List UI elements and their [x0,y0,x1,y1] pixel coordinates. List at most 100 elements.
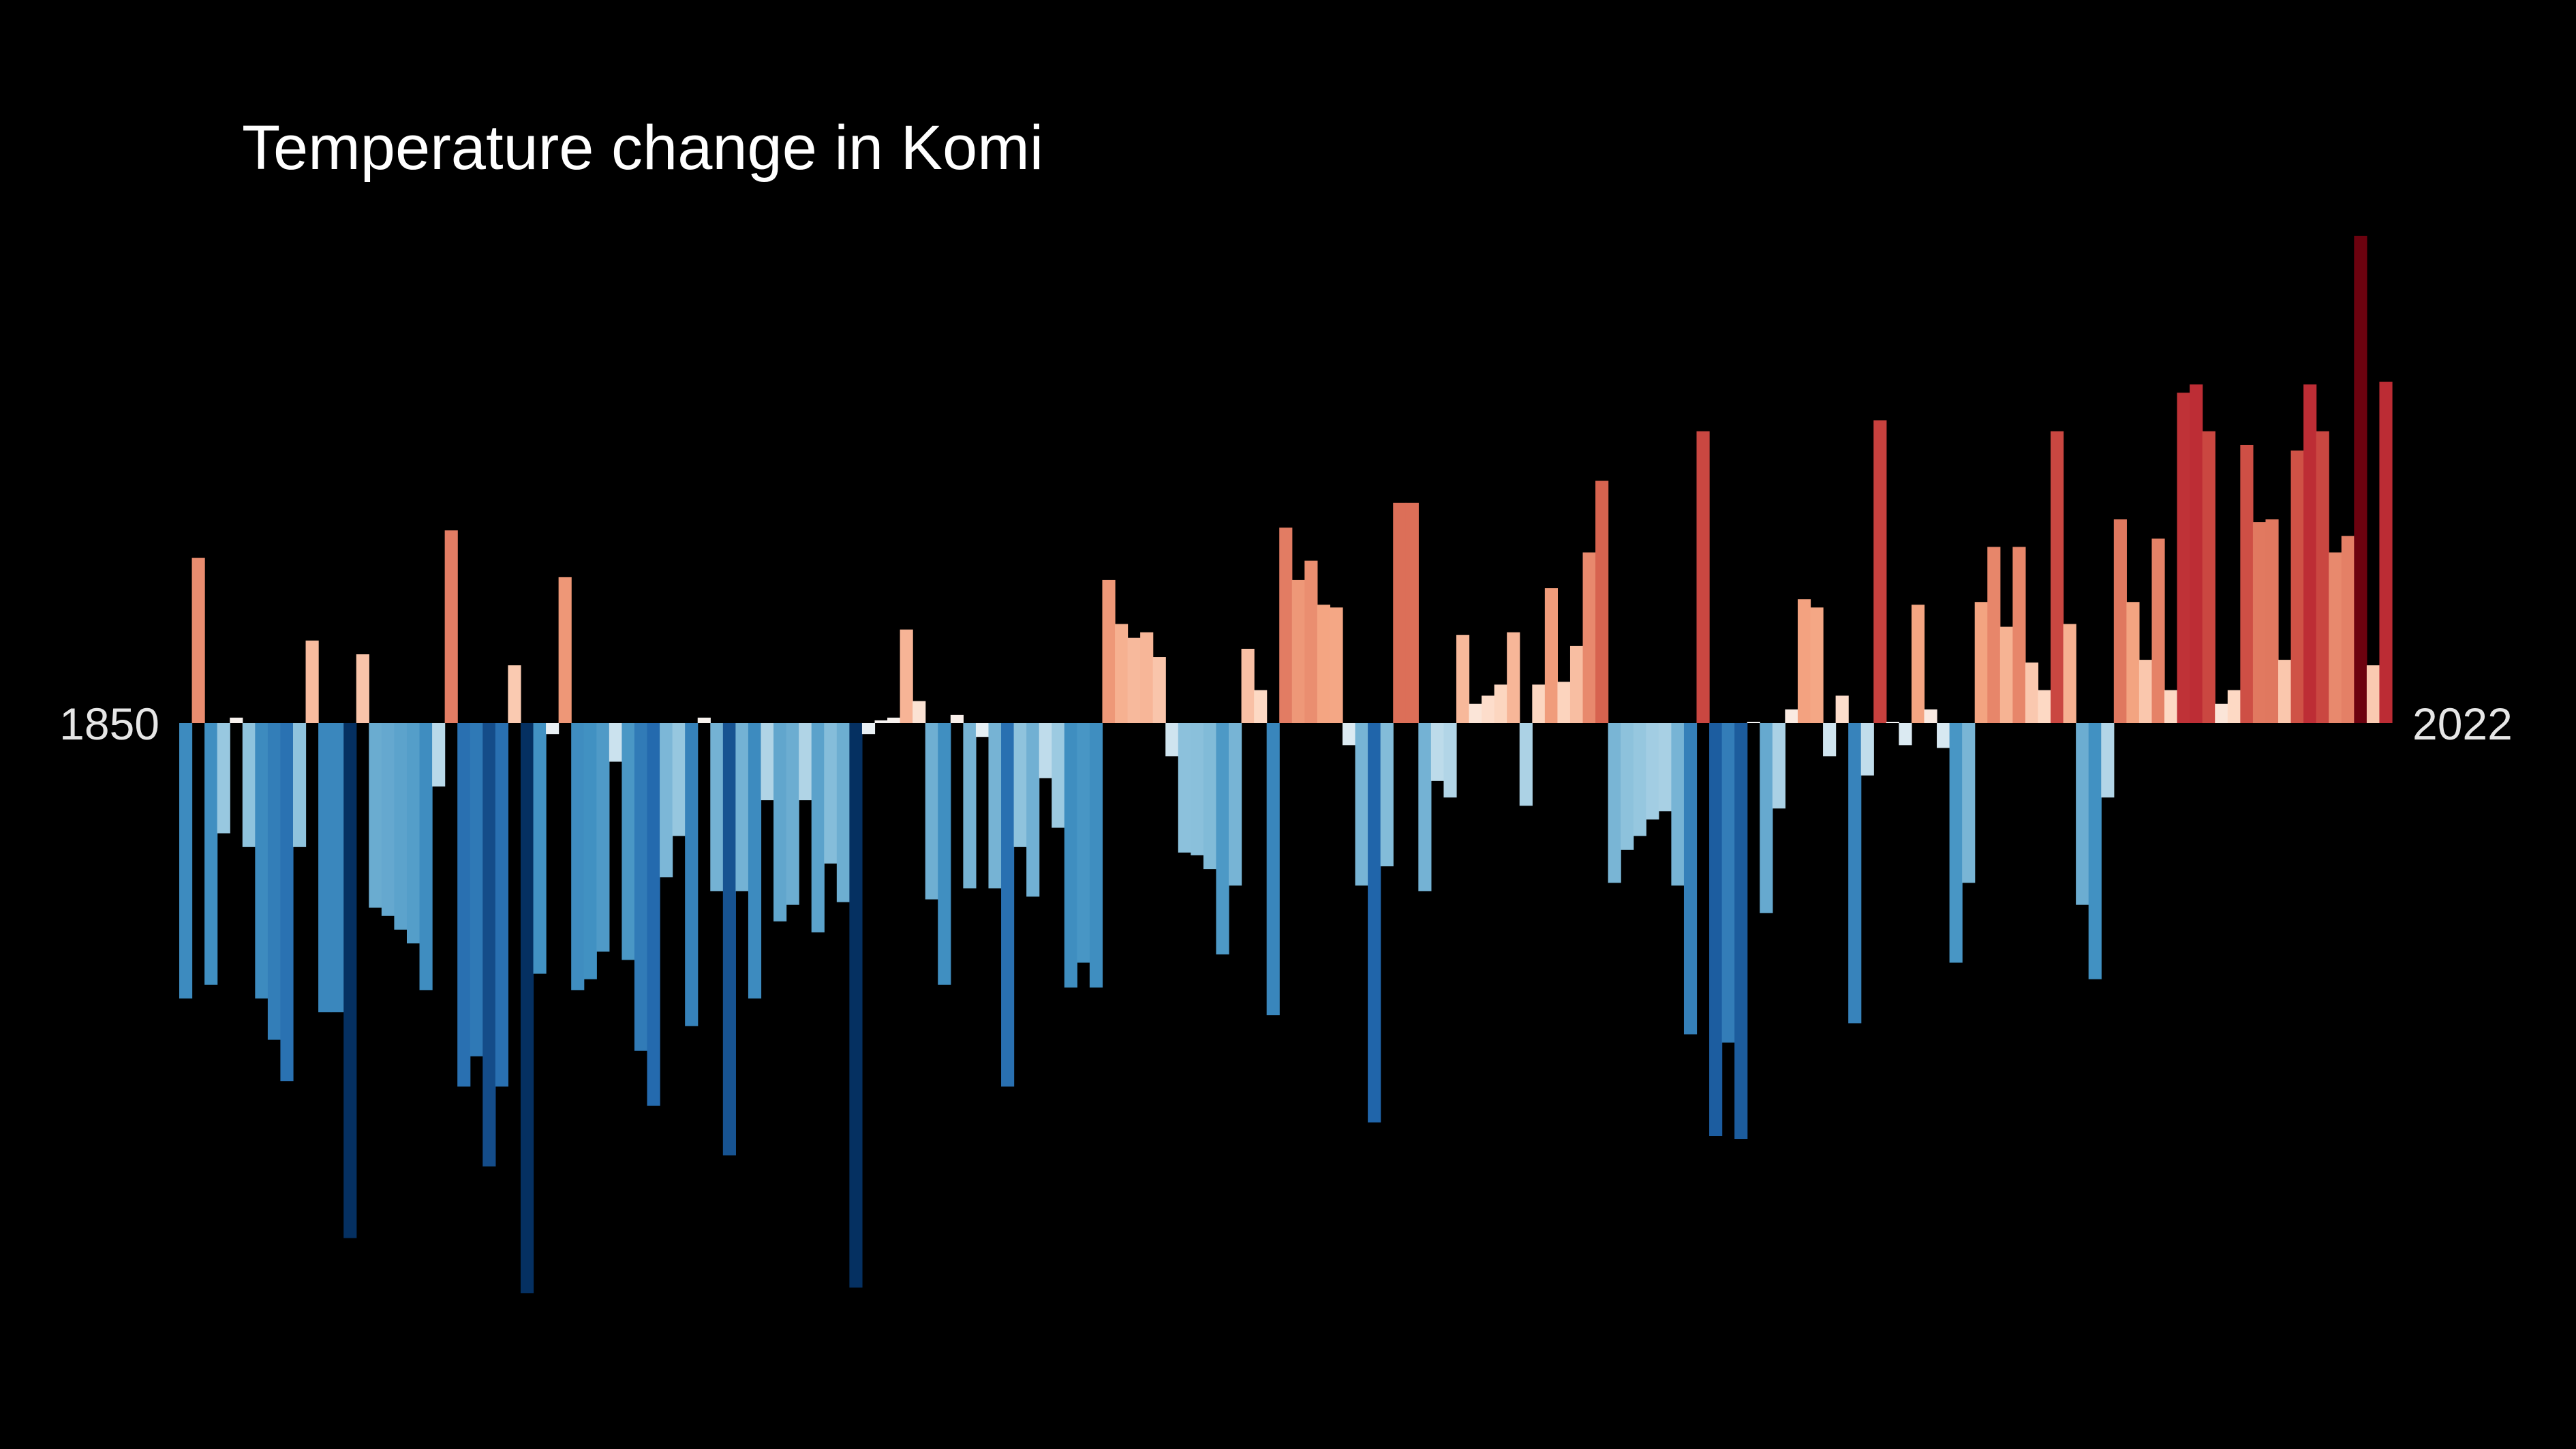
bar-1887 [647,723,660,1106]
bar-1871 [444,530,458,723]
bar-1938 [1291,579,1305,723]
bar-1984 [1873,420,1887,723]
bar-1893 [722,723,736,1156]
bar-2016 [2278,660,2292,723]
bar-1944 [1368,723,1381,1123]
bar-2000 [2076,723,2089,905]
bar-1967 [1658,723,1672,812]
bar-2008 [2177,393,2190,723]
bar-1882 [583,723,597,979]
bar-1919 [1052,723,1065,828]
bar-1930 [1191,723,1204,855]
bar-1953 [1482,695,1495,723]
bar-1929 [1178,723,1191,853]
bar-1923 [1102,579,1116,723]
bar-1927 [1152,657,1166,723]
bar-1979 [1810,607,1824,723]
bar-1857 [267,723,281,1040]
bar-1986 [1899,723,1912,746]
bar-1958 [1544,588,1559,723]
bar-1903 [849,723,863,1288]
bar-1965 [1633,723,1646,836]
bar-1854 [230,717,243,723]
bar-1910 [938,723,951,985]
bar-1936 [1266,723,1280,1016]
bar-1874 [482,723,496,1167]
bar-1899 [799,723,812,801]
bar-1902 [836,723,850,902]
bar-1947 [1405,502,1419,723]
bar-1863 [343,723,357,1238]
bar-2007 [2164,690,2178,723]
bar-1961 [1582,552,1596,723]
bar-1850 [179,723,193,998]
bar-1878 [533,723,547,974]
bar-1862 [331,723,344,1013]
bar-1987 [1911,605,1925,723]
bar-1954 [1494,684,1507,723]
bar-2012 [2227,690,2241,723]
bar-1915 [1001,723,1015,1087]
bar-1917 [1026,723,1040,897]
bars-group [179,235,2393,1294]
start-year-label: 1850 [59,699,159,749]
bar-1859 [292,723,307,847]
bar-1890 [685,723,699,1026]
bar-1951 [1456,635,1470,723]
bar-1867 [394,723,408,930]
bar-1888 [660,723,673,878]
bar-1881 [571,723,585,990]
bar-1955 [1507,632,1520,723]
bar-1974 [1747,722,1760,723]
bar-1992 [1974,602,1988,723]
bar-1875 [495,723,509,1087]
bar-1997 [2038,690,2051,723]
bar-2014 [2252,522,2267,723]
bar-2020 [2329,552,2342,723]
bar-1897 [773,723,787,921]
bar-1918 [1039,723,1052,778]
bar-1934 [1241,648,1255,723]
bar-1894 [735,723,749,891]
bar-1913 [975,723,990,737]
bar-1853 [217,723,230,834]
bar-1962 [1595,481,1609,723]
bar-1880 [558,577,572,723]
bar-1886 [634,723,648,1051]
bar-1946 [1393,502,1407,723]
bar-2013 [2240,444,2254,723]
bar-1980 [1823,723,1837,757]
bar-2001 [2088,723,2102,979]
bar-1916 [1013,723,1027,847]
bar-1941 [1330,607,1343,723]
bar-1937 [1279,528,1293,723]
bar-1988 [1924,709,1937,723]
bar-1884 [609,723,622,762]
bar-1900 [811,723,825,933]
bar-1921 [1077,723,1090,963]
bar-1996 [2025,662,2039,723]
bar-2022 [2354,235,2367,723]
bar-1898 [786,723,799,905]
bar-1994 [1999,626,2013,723]
bar-1866 [381,723,395,916]
bar-1940 [1317,605,1331,723]
bar-1991 [1962,723,1976,883]
bar-1901 [824,723,838,864]
bar-1905 [874,720,888,723]
bar-1943 [1355,723,1368,886]
bar-1935 [1254,690,1268,723]
bar-1928 [1165,723,1179,757]
bar-1948 [1418,723,1432,891]
bar-1879 [546,723,559,735]
bar-1945 [1380,723,1394,867]
bar-2011 [2215,703,2228,723]
bar-1856 [255,723,269,998]
bar-1957 [1532,684,1546,723]
bar-1977 [1785,709,1798,723]
bar-1860 [305,640,319,723]
bar-1975 [1760,723,1773,913]
bar-1950 [1443,723,1457,798]
bar-1969 [1683,723,1698,1035]
bar-1876 [508,665,521,723]
